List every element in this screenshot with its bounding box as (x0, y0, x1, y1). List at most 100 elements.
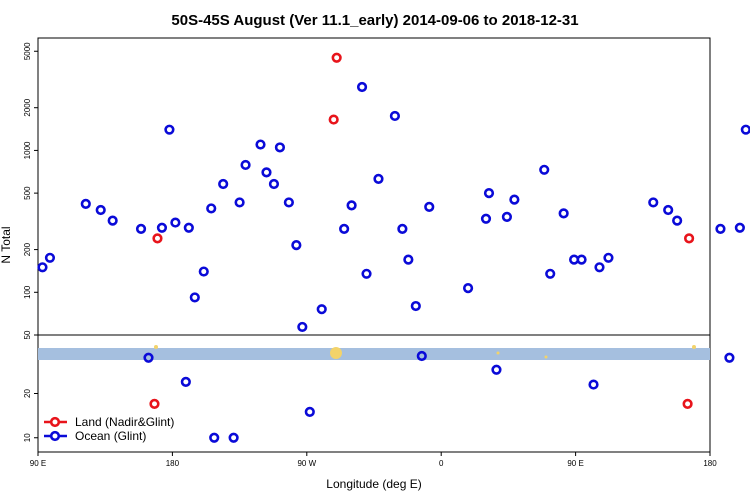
point-ocean-glint (218, 178, 229, 190)
point-ocean-glint (491, 364, 502, 375)
point-land-nadir-glint (328, 114, 339, 125)
band-marker (692, 345, 696, 349)
point-ocean-glint (234, 197, 245, 208)
point-ocean-glint (283, 197, 294, 208)
x-axis-label: Longitude (deg E) (326, 477, 421, 491)
point-ocean-glint (339, 223, 350, 234)
point-ocean-glint (588, 379, 599, 390)
point-ocean-glint (135, 223, 147, 234)
point-ocean-glint (268, 178, 280, 190)
point-ocean-glint (594, 262, 605, 273)
point-ocean-glint (304, 406, 315, 417)
point-ocean-glint (356, 81, 368, 93)
x-axis: 90 E 180 90 W 0 90 E 180 (30, 452, 717, 468)
point-ocean-glint (164, 124, 175, 135)
point-ocean-glint (228, 432, 239, 443)
point-ocean-glint (198, 266, 209, 277)
x-tick-label: 180 (166, 459, 180, 468)
point-ocean-glint (389, 110, 401, 122)
point-ocean-glint (180, 376, 191, 387)
y-tick-label: 1000 (23, 141, 32, 159)
point-ocean-glint (361, 268, 372, 279)
point-ocean-glint (291, 240, 302, 251)
band-marker (544, 355, 548, 359)
point-land-nadir-glint (149, 398, 160, 409)
point-ocean-glint (346, 200, 357, 211)
x-tick-label: 90 W (297, 459, 316, 468)
point-land-nadir-glint (683, 233, 695, 244)
point-ocean-glint (397, 223, 408, 234)
point-ocean-glint (424, 201, 435, 212)
y-tick-label: 20 (23, 389, 32, 398)
band-layer (38, 345, 710, 360)
point-ocean-glint (724, 352, 735, 363)
chart-title: 50S-45S August (Ver 11.1_early) 2014-09-… (171, 12, 578, 29)
point-ocean-glint (261, 167, 272, 178)
point-ocean-glint (209, 432, 220, 443)
point-ocean-glint (206, 203, 217, 214)
band-marker (154, 345, 158, 349)
y-tick-label: 5000 (23, 42, 32, 60)
point-ocean-glint (715, 223, 726, 234)
band-marker (330, 347, 342, 359)
legend: Land (Nadir&Glint)Ocean (Glint) (44, 415, 174, 443)
y-tick-label: 10 (23, 433, 32, 442)
point-land-nadir-glint (152, 233, 163, 244)
plot-frame (37, 37, 711, 453)
y-tick-label: 500 (23, 186, 32, 200)
legend-marker-land-nadir-glint (49, 416, 61, 428)
point-ocean-glint (170, 217, 181, 228)
point-ocean-glint (44, 252, 56, 263)
point-ocean-glint (316, 304, 327, 315)
y-tick-label: 100 (23, 285, 32, 299)
point-ocean-glint (80, 198, 91, 209)
x-tick-label: 180 (703, 459, 717, 468)
point-ocean-glint (558, 208, 569, 219)
y-tick-label: 50 (23, 330, 32, 339)
band-marker (496, 351, 500, 355)
point-ocean-glint (240, 159, 251, 171)
point-ocean-glint (297, 321, 308, 333)
point-ocean-glint (576, 254, 587, 265)
x-tick-label: 90 E (567, 459, 583, 468)
point-ocean-glint (183, 222, 194, 233)
legend-label-ocean-glint: Ocean (Glint) (75, 429, 146, 443)
point-ocean-glint (480, 213, 492, 224)
data-points (37, 52, 750, 443)
point-ocean-glint (156, 222, 168, 233)
point-ocean-glint (37, 262, 48, 273)
point-ocean-glint (107, 215, 118, 226)
point-ocean-glint (143, 352, 154, 363)
point-ocean-glint (373, 173, 384, 184)
point-ocean-glint (416, 350, 427, 362)
point-ocean-glint (483, 188, 495, 199)
point-ocean-glint (410, 300, 421, 312)
y-axis-label: N Total (0, 226, 13, 263)
point-ocean-glint (539, 164, 550, 175)
point-ocean-glint (462, 283, 474, 294)
y-axis: 10 20 50 100 200 500 1000 2000 5000 (23, 42, 38, 442)
point-ocean-glint (672, 215, 683, 226)
quality-band (38, 348, 710, 360)
point-ocean-glint (189, 292, 200, 303)
point-ocean-glint (734, 222, 745, 233)
legend-marker-ocean-glint (49, 430, 61, 442)
point-land-nadir-glint (331, 52, 342, 63)
point-ocean-glint (501, 211, 513, 222)
point-ocean-glint (274, 142, 286, 153)
point-ocean-glint (545, 268, 556, 279)
point-ocean-glint (95, 204, 106, 216)
point-ocean-glint (403, 254, 414, 265)
point-land-nadir-glint (682, 398, 693, 409)
point-ocean-glint (255, 139, 266, 150)
x-tick-label: 90 E (30, 459, 46, 468)
x-tick-label: 0 (439, 459, 444, 468)
y-tick-label: 200 (23, 242, 32, 256)
legend-label-land-nadir-glint: Land (Nadir&Glint) (75, 415, 174, 429)
y-tick-label: 2000 (23, 98, 32, 116)
point-ocean-glint (603, 252, 614, 263)
point-ocean-glint (663, 204, 674, 216)
point-ocean-glint (648, 197, 659, 208)
